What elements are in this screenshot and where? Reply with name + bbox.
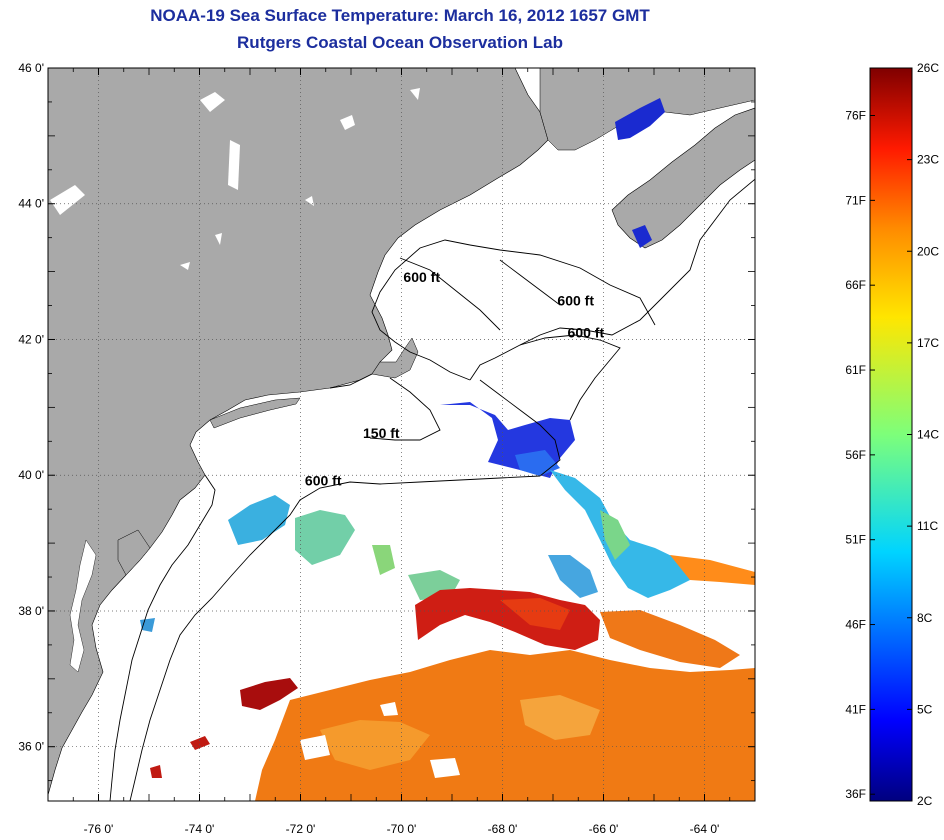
- colorbar-f-label: 66F: [845, 278, 866, 292]
- colorbar-c-label: 11C: [917, 519, 938, 533]
- colorbar-ticks: 26C 23C 20C 17C 14C 11C 8C 5C 2C 76F 71F 66F 61F 56F 5…: [845, 61, 939, 808]
- land-mainland: [48, 68, 549, 796]
- colorbar-c-label: 8C: [917, 611, 933, 625]
- colorbar-f-label: 61F: [845, 363, 866, 377]
- contour-labels: 600 ft 600 ft 600 ft 150 ft 600 ft: [305, 269, 605, 489]
- inland-lakes: [50, 88, 420, 270]
- axis-ticks: 46 0' 44 0' 42 0' 40 0' 38 0' 36 0' -76 0' -74 …: [18, 61, 755, 836]
- colorbar-c-label: 2C: [917, 794, 933, 808]
- colorbar-c-label: 23C: [917, 153, 939, 167]
- lat-tick-label: 42 0': [18, 332, 44, 346]
- land-long-island: [209, 397, 301, 429]
- colorbar-f-label: 51F: [845, 533, 866, 547]
- contour-label: 150 ft: [363, 425, 400, 441]
- contour-label: 600 ft: [568, 324, 605, 340]
- lon-tick-label: -74 0': [185, 822, 215, 836]
- colorbar: [869, 67, 913, 802]
- lon-tick-label: -70 0': [387, 822, 417, 836]
- lat-tick-label: 36 0': [18, 740, 44, 754]
- contour-label: 600 ft: [305, 472, 342, 488]
- lon-tick-label: -64 0': [690, 822, 720, 836]
- colorbar-f-label: 71F: [845, 193, 866, 207]
- colorbar-f-label: 76F: [845, 109, 866, 123]
- lon-tick-label: -72 0': [286, 822, 316, 836]
- colorbar-c-label: 26C: [917, 61, 939, 75]
- colorbar-f-label: 41F: [845, 702, 866, 716]
- contour-label: 600 ft: [403, 269, 440, 285]
- colorbar-f-label: 56F: [845, 448, 866, 462]
- colorbar-f-label: 36F: [845, 787, 866, 801]
- land-cape-cod: [371, 337, 419, 379]
- sst-data: [140, 98, 755, 801]
- lat-tick-label: 40 0': [18, 468, 44, 482]
- map-subtitle: Rutgers Coastal Ocean Observation Lab: [237, 33, 563, 52]
- colorbar-c-label: 20C: [917, 244, 939, 258]
- colorbar-c-label: 5C: [917, 702, 933, 716]
- colorbar-c-label: 14C: [917, 428, 939, 442]
- map-title: NOAA-19 Sea Surface Temperature: March 1…: [150, 6, 650, 25]
- lat-tick-label: 38 0': [18, 604, 44, 618]
- lat-tick-label: 46 0': [18, 61, 44, 75]
- colorbar-f-label: 46F: [845, 618, 866, 632]
- lon-tick-label: -76 0': [84, 822, 114, 836]
- isobaths: [109, 178, 755, 801]
- contour-label: 600 ft: [557, 293, 594, 309]
- chesapeake-bay: [69, 539, 97, 673]
- lon-tick-label: -68 0': [488, 822, 518, 836]
- lon-tick-label: -66 0': [589, 822, 619, 836]
- land-delmarva: [117, 529, 151, 576]
- colorbar-c-label: 17C: [917, 336, 939, 350]
- lat-tick-label: 44 0': [18, 197, 44, 211]
